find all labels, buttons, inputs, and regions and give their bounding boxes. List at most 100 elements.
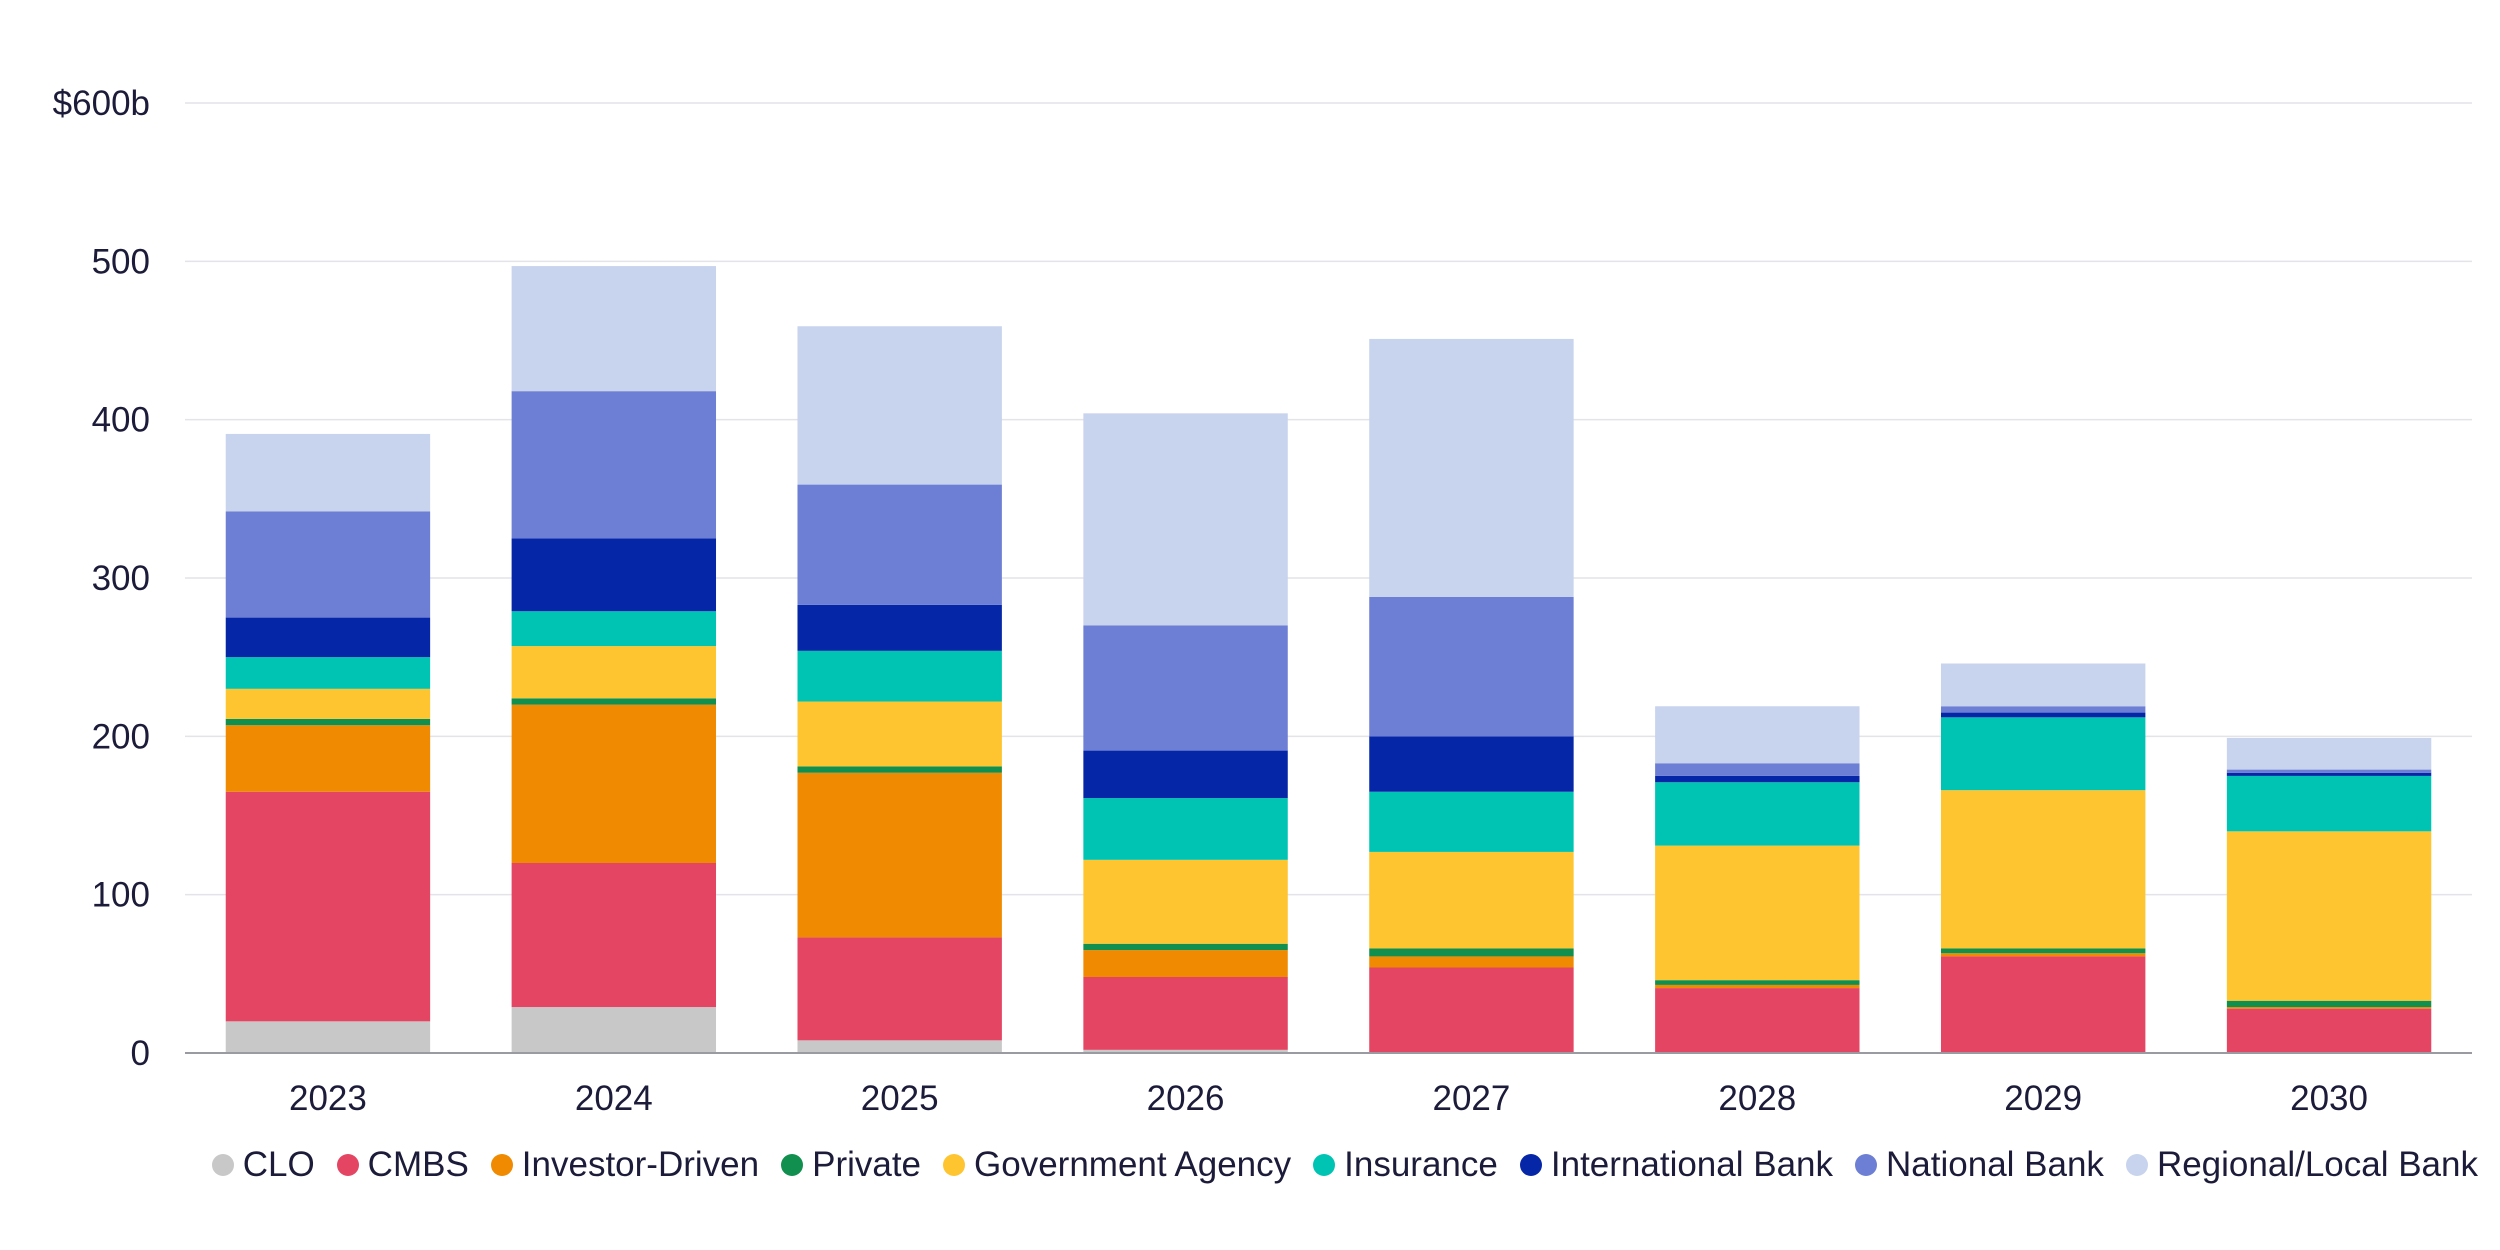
legend-label: Private (812, 1145, 922, 1184)
bar-segment-private-2025 (797, 766, 1002, 773)
bar-segment-national-bank-2025 (797, 484, 1002, 605)
legend-item: Private (781, 1145, 921, 1185)
legend-label: National Bank (1886, 1145, 2104, 1184)
bar-stack-2028 (1655, 706, 1860, 1053)
bar-segment-national-bank-2023 (225, 511, 431, 618)
bar-segment-international-bank-2030 (2226, 772, 2432, 776)
bar-segment-cmbs-2026 (1083, 977, 1288, 1050)
bar-segment-national-bank-2024 (511, 391, 717, 539)
bar-segment-national-bank-2027 (1369, 597, 1574, 737)
legend-label: CLO (242, 1145, 315, 1184)
bar-segment-regional-local-bank-2030 (2226, 737, 2432, 770)
legend-swatch (943, 1154, 966, 1176)
bar-segment-national-bank-2026 (1083, 625, 1288, 751)
bar-segment-cmbs-2024 (511, 863, 717, 1008)
legend-swatch (1855, 1154, 1878, 1176)
legend-item: National Bank (1855, 1145, 2104, 1185)
bar-segment-investor-driven-2023 (225, 725, 431, 792)
legend-label: Insurance (1344, 1145, 1498, 1184)
bar-segment-private-2026 (1083, 943, 1288, 951)
y-axis-ticks: 0 100 200 300 400 500 $600b (53, 84, 150, 1073)
x-tick-label: 2026 (1147, 1079, 1225, 1118)
bar-segment-insurance-2030 (2226, 775, 2432, 832)
bar-segment-government-agency-2029 (1940, 790, 2146, 949)
bar-stack-2029 (1940, 663, 2146, 1053)
legend-swatch (1519, 1154, 1542, 1176)
bar-segment-regional-local-bank-2027 (1369, 338, 1574, 597)
legend-label: CMBS (367, 1145, 469, 1184)
x-tick-label: 2025 (861, 1079, 939, 1118)
bar-stack-2025 (797, 326, 1002, 1053)
y-tick-label: 100 (92, 876, 150, 915)
bars (225, 266, 2432, 1053)
bar-segment-government-agency-2028 (1655, 845, 1860, 981)
bar-stack-2023 (225, 433, 431, 1053)
bar-segment-private-2028 (1655, 980, 1860, 985)
legend-item: Government Agency (943, 1145, 1291, 1185)
legend-item: Insurance (1313, 1145, 1498, 1185)
legend-swatch (336, 1154, 359, 1176)
bar-segment-government-agency-2024 (511, 646, 717, 699)
bar-segment-cmbs-2025 (797, 937, 1002, 1041)
bar-segment-insurance-2026 (1083, 798, 1288, 860)
y-tick-label: 200 (92, 717, 150, 756)
bar-segment-cmbs-2029 (1940, 956, 2146, 1053)
bar-segment-private-2030 (2226, 1000, 2432, 1008)
legend-label: Investor-Driven (521, 1145, 760, 1184)
bar-segment-private-2027 (1369, 948, 1574, 957)
bar-segment-cmbs-2027 (1369, 967, 1574, 1053)
bar-segment-regional-local-bank-2026 (1083, 413, 1288, 626)
bar-segment-investor-driven-2029 (1940, 953, 2146, 957)
legend-swatch (490, 1154, 513, 1176)
bar-segment-regional-local-bank-2029 (1940, 663, 2146, 707)
bar-segment-government-agency-2023 (225, 688, 431, 719)
y-tick-label: 400 (92, 401, 150, 440)
bar-segment-investor-driven-2025 (797, 772, 1002, 938)
bar-segment-clo-2026 (1083, 1049, 1288, 1053)
bar-segment-international-bank-2028 (1655, 775, 1860, 783)
legend-item: Regional/Local Bank (2125, 1145, 2478, 1185)
bar-segment-clo-2023 (225, 1021, 431, 1053)
bar-segment-clo-2024 (511, 1007, 717, 1053)
bar-segment-insurance-2029 (1940, 717, 2146, 791)
bar-segment-international-bank-2025 (797, 604, 1002, 651)
bar-segment-international-bank-2029 (1940, 712, 2146, 718)
legend-item: International Bank (1519, 1145, 1833, 1185)
bar-segment-national-bank-2029 (1940, 706, 2146, 713)
legend-label: Regional/Local Bank (2156, 1145, 2478, 1184)
bar-segment-regional-local-bank-2028 (1655, 706, 1860, 764)
bar-segment-insurance-2025 (797, 650, 1002, 702)
legend-item: CMBS (336, 1145, 469, 1185)
bar-stack-2030 (2226, 737, 2432, 1053)
legend: CLO CMBS Investor-Driven Private Government … (0, 1140, 2500, 1190)
bar-segment-private-2029 (1940, 948, 2146, 954)
legend-swatch (781, 1154, 804, 1176)
bar-segment-cmbs-2030 (2226, 1008, 2432, 1053)
x-tick-label: 2024 (575, 1079, 653, 1118)
bar-segment-national-bank-2028 (1655, 763, 1860, 776)
x-tick-label: 2027 (1433, 1079, 1511, 1118)
bar-segment-regional-local-bank-2025 (797, 326, 1002, 485)
x-tick-label: 2023 (289, 1079, 367, 1118)
bar-stack-2024 (511, 266, 717, 1053)
bar-segment-investor-driven-2028 (1655, 984, 1860, 989)
bar-segment-national-bank-2030 (2226, 769, 2432, 773)
bar-segment-insurance-2023 (225, 657, 431, 689)
bar-segment-cmbs-2023 (225, 791, 431, 1022)
bar-segment-private-2023 (225, 718, 431, 726)
bar-segment-cmbs-2028 (1655, 988, 1860, 1053)
bar-segment-private-2024 (511, 698, 717, 705)
bar-segment-government-agency-2030 (2226, 831, 2432, 1001)
y-tick-label: 0 (131, 1034, 150, 1073)
bar-segment-investor-driven-2024 (511, 704, 717, 863)
bar-segment-government-agency-2026 (1083, 859, 1288, 944)
bar-segment-clo-2025 (797, 1040, 1002, 1053)
x-tick-label: 2028 (1718, 1079, 1796, 1118)
bar-segment-international-bank-2026 (1083, 750, 1288, 799)
legend-item: CLO (211, 1145, 315, 1185)
x-axis-ticks: 2023 2024 2025 2026 2027 2028 2029 2030 (289, 1079, 2368, 1118)
legend-swatch (1313, 1154, 1336, 1176)
bar-segment-investor-driven-2030 (2226, 1007, 2432, 1009)
bar-segment-investor-driven-2026 (1083, 950, 1288, 977)
